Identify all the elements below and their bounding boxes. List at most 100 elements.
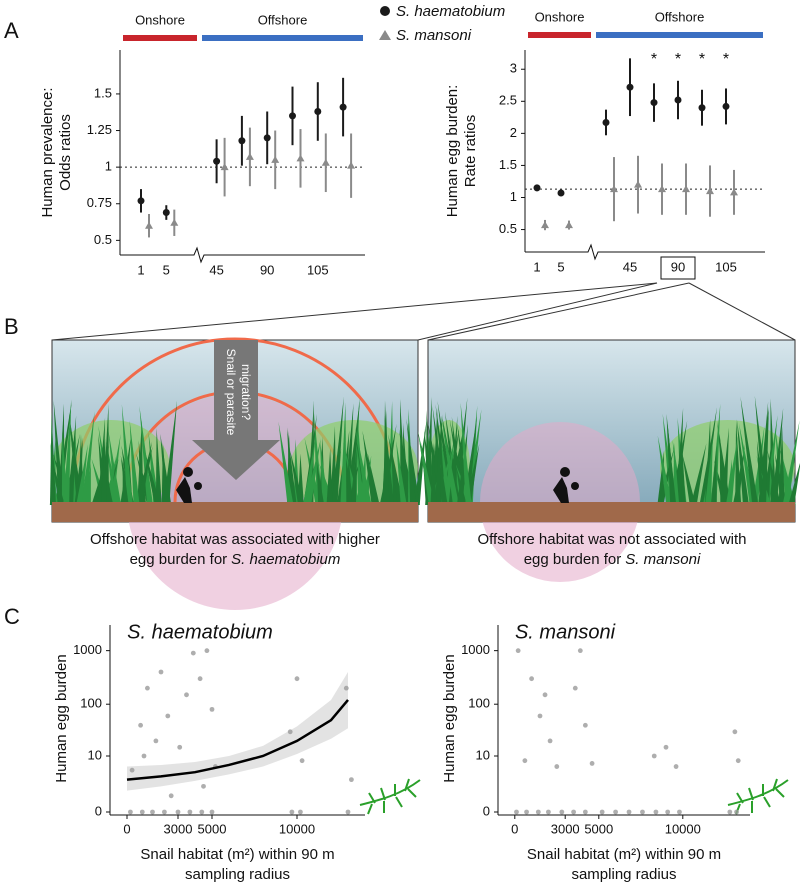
grass-blade [430,442,437,505]
group-bar [528,32,591,38]
migration-arrow [192,340,280,480]
point [287,729,293,735]
point [582,809,588,815]
point [577,648,583,654]
grass-blade [304,437,322,505]
group-bar [202,35,363,41]
grass-blade [163,400,178,505]
x-tick-label: 5000 [584,821,613,836]
bucket [571,482,579,490]
grass-blade [465,409,482,505]
zoom-lines [51,282,796,341]
grass-blade [319,440,329,505]
point [650,99,658,107]
point [296,154,305,162]
x-tick-label: 45 [623,259,637,274]
point [349,777,354,783]
point [271,155,280,163]
grass-blade [740,396,759,505]
grass-blade [53,453,72,505]
grass-blade [121,404,133,505]
point [734,809,739,815]
grass-blade [699,406,718,505]
grass-blade [326,448,333,505]
point [294,676,300,682]
grass-blade [662,413,676,505]
x-tick-label: 45 [209,262,223,277]
point [626,809,632,815]
grass-blade [105,460,113,505]
x-tick-label: 0 [511,821,518,836]
plant-icons [359,778,789,815]
point [184,692,189,698]
x-tick-label: 5 [557,259,564,274]
grass-blade [122,458,129,505]
y-tick-label: 0 [483,803,490,818]
point [613,809,618,815]
grass-blade [155,428,162,505]
grass-blade [84,462,91,505]
grass-blade [756,455,771,505]
grass-blade [657,435,673,505]
bucket [194,482,202,490]
y-tick-label: 0.5 [94,232,112,247]
point [245,152,254,160]
point [557,189,565,197]
grass-blade [710,446,717,505]
point [209,706,215,712]
grass-blade [316,461,325,505]
grass-blade [49,412,56,505]
y-tick-label: 1.5 [499,157,517,172]
grass-blade [754,395,770,505]
point [535,809,541,815]
grass-blade [448,415,458,505]
group-label: Onshore [535,9,585,24]
point [571,809,576,815]
grass-blade [98,434,109,505]
point [599,809,605,815]
point [537,713,543,719]
grass-blade [346,454,353,505]
y-axis-label: Human egg burden: [444,85,461,218]
fit-line [126,699,349,781]
point [137,197,145,205]
grass-blade [427,421,445,505]
grass-blade [305,438,321,505]
x-axis-label: sampling radius [185,866,290,883]
grass-blade [91,459,106,505]
grass-blade [444,411,461,505]
grass-blade [100,438,107,505]
point [572,685,578,691]
zoom-line [417,282,658,341]
grass-blade [343,403,354,505]
point [162,809,167,815]
grass-blade [735,420,742,505]
y-tick-label: 0.75 [87,195,112,210]
group-label: Offshore [258,12,308,27]
point [610,185,618,193]
point [141,753,147,759]
grass-blade [148,432,160,505]
highlight-box [660,256,696,280]
grass-blade [434,425,441,505]
grass-blade [408,422,417,505]
grass-blade [760,409,769,505]
point [209,809,215,815]
point [640,809,645,815]
x-tick-label: 5000 [198,821,227,836]
grass-blade [441,415,459,505]
point [665,809,671,815]
point [515,648,521,654]
grass-blade [460,402,472,505]
point [168,793,174,799]
grass-blade [136,441,153,505]
y-tick-label: 10 [476,747,490,762]
point [321,158,330,166]
grass-blade [758,401,769,505]
point [626,83,634,91]
grass-blade [52,460,65,505]
point [533,184,541,192]
arrow-label: Snail or parasite [224,349,238,436]
point [139,809,145,815]
